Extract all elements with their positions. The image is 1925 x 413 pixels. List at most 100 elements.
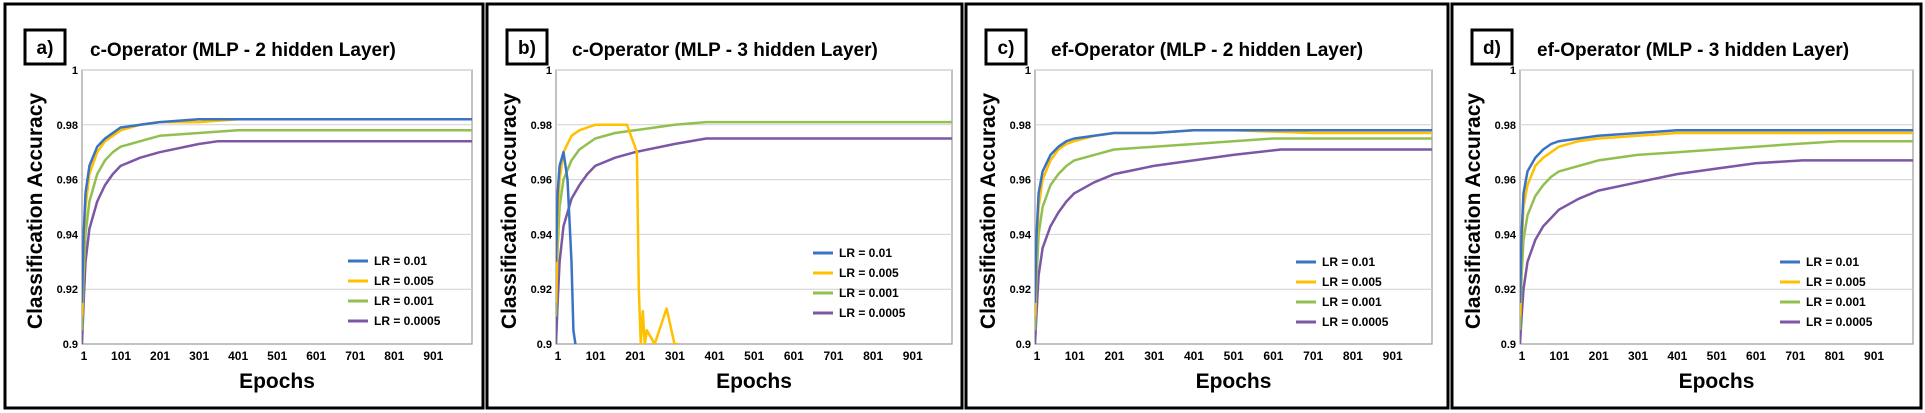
x-tick-label: 401 <box>705 349 725 363</box>
chart-panel-3: c) ef-Operator (MLP - 2 hidden Layer) 0.9 0… <box>964 2 1450 410</box>
panel-letter: d) <box>1483 38 1501 59</box>
x-tick-label: 301 <box>1628 349 1648 363</box>
x-tick-label: 1 <box>81 349 88 363</box>
x-tick-label: 201 <box>1104 349 1124 363</box>
x-tick-label: 401 <box>1667 349 1687 363</box>
x-tick-label: 301 <box>665 349 685 363</box>
y-axis-label: Classification Accuracy <box>498 93 521 329</box>
x-tick-label: 701 <box>345 349 365 363</box>
y-tick-label: 0.98 <box>531 120 552 132</box>
legend-label: LR = 0.01 <box>1806 255 1859 269</box>
x-tick-label: 601 <box>306 349 326 363</box>
panel-letter: c) <box>998 38 1015 59</box>
x-tick-label: 601 <box>1746 349 1766 363</box>
series-line-4 <box>1520 159 1913 344</box>
x-axis-label: Epochs <box>1679 370 1755 393</box>
panel-letter-box <box>984 28 1028 66</box>
chart-title: ef-Operator (MLP - 2 hidden Layer) <box>1051 40 1363 61</box>
x-tick-label: 201 <box>1589 349 1609 363</box>
y-tick-label: 1 <box>1510 65 1516 77</box>
panel-letter: b) <box>518 38 536 59</box>
x-tick-label: 601 <box>784 349 804 363</box>
x-tick-label: 501 <box>1707 349 1727 363</box>
legend-label: LR = 0.005 <box>839 266 899 280</box>
legend-label: LR = 0.005 <box>374 274 434 288</box>
legend-label: LR = 0.001 <box>1806 295 1866 309</box>
y-tick-label: 1 <box>72 65 78 77</box>
panel-letter-box <box>23 28 67 66</box>
x-tick-label: 901 <box>903 349 923 363</box>
y-tick-label: 0.9 <box>1016 339 1031 351</box>
x-tick-label: 501 <box>1224 349 1244 363</box>
y-tick-label: 0.92 <box>531 284 552 296</box>
legend-label: LR = 0.005 <box>1806 275 1866 289</box>
series-line-1 <box>556 150 577 344</box>
x-tick-label: 101 <box>1065 349 1085 363</box>
x-tick-label: 701 <box>1303 349 1323 363</box>
x-tick-label: 701 <box>1785 349 1805 363</box>
y-tick-label: 0.94 <box>1010 229 1032 241</box>
legend-label: LR = 0.001 <box>374 294 434 308</box>
y-tick-label: 0.96 <box>531 175 552 187</box>
x-tick-label: 201 <box>150 349 170 363</box>
series-line-3 <box>1035 137 1432 331</box>
series-line-3 <box>1520 139 1913 331</box>
y-tick-label: 0.92 <box>1010 284 1031 296</box>
x-tick-label: 101 <box>111 349 131 363</box>
y-tick-label: 0.9 <box>63 339 78 351</box>
legend-label: LR = 0.0005 <box>1806 315 1873 329</box>
series-line-4 <box>82 139 472 344</box>
chart-panel-2: b) c-Operator (MLP - 3 hidden Layer) 0.9 0.… <box>485 2 964 410</box>
series-line-4 <box>556 137 952 344</box>
chart-title: c-Operator (MLP - 3 hidden Layer) <box>572 40 878 61</box>
chart-panel-1: a) c-Operator (MLP - 2 hidden Layer) 0.9 0.… <box>3 2 485 410</box>
panel-letter-box <box>1470 28 1514 66</box>
legend-label: LR = 0.0005 <box>839 306 906 320</box>
y-axis-label: Classification Accuracy <box>1462 93 1485 329</box>
y-tick-label: 0.98 <box>1495 120 1516 132</box>
x-tick-label: 501 <box>267 349 287 363</box>
x-tick-label: 901 <box>1864 349 1884 363</box>
x-tick-label: 1 <box>1519 349 1526 363</box>
legend-label: LR = 0.001 <box>839 286 899 300</box>
plot-area <box>1519 69 1914 345</box>
legend-label: LR = 0.001 <box>1322 295 1382 309</box>
x-tick-label: 201 <box>625 349 645 363</box>
y-tick-label: 0.96 <box>1010 175 1031 187</box>
y-tick-label: 0.94 <box>1495 229 1517 241</box>
y-tick-label: 0.94 <box>57 229 79 241</box>
legend-label: LR = 0.01 <box>1322 255 1375 269</box>
x-tick-label: 101 <box>586 349 606 363</box>
x-tick-label: 401 <box>1184 349 1204 363</box>
y-tick-label: 0.92 <box>1495 284 1516 296</box>
x-tick-label: 401 <box>228 349 248 363</box>
x-tick-label: 801 <box>384 349 404 363</box>
x-tick-label: 501 <box>744 349 764 363</box>
x-tick-label: 301 <box>189 349 209 363</box>
y-tick-label: 0.94 <box>531 229 553 241</box>
x-axis-label: Epochs <box>716 370 792 393</box>
plot-area <box>555 69 953 345</box>
series-line-1 <box>1520 129 1913 303</box>
series-line-3 <box>82 129 472 331</box>
x-tick-label: 801 <box>1343 349 1363 363</box>
series-line-1 <box>82 118 472 303</box>
series-line-2 <box>556 123 679 344</box>
y-tick-label: 0.9 <box>537 339 552 351</box>
x-tick-label: 701 <box>823 349 843 363</box>
y-tick-label: 0.92 <box>57 284 78 296</box>
chart-title: ef-Operator (MLP - 3 hidden Layer) <box>1537 40 1849 61</box>
chart-title: c-Operator (MLP - 2 hidden Layer) <box>90 40 396 61</box>
x-tick-label: 601 <box>1263 349 1283 363</box>
series-line-4 <box>1035 148 1432 344</box>
x-tick-label: 101 <box>1549 349 1569 363</box>
legend-label: LR = 0.0005 <box>374 314 441 328</box>
x-tick-label: 1 <box>1034 349 1041 363</box>
legend-label: LR = 0.01 <box>374 254 427 268</box>
chart-panel-4: d) ef-Operator (MLP - 3 hidden Layer) 0.9 0… <box>1450 2 1923 410</box>
series-line-3 <box>556 120 952 317</box>
legend-label: LR = 0.0005 <box>1322 315 1389 329</box>
y-axis-label: Classification Accuracy <box>977 93 1000 329</box>
x-axis-label: Epochs <box>239 370 315 393</box>
